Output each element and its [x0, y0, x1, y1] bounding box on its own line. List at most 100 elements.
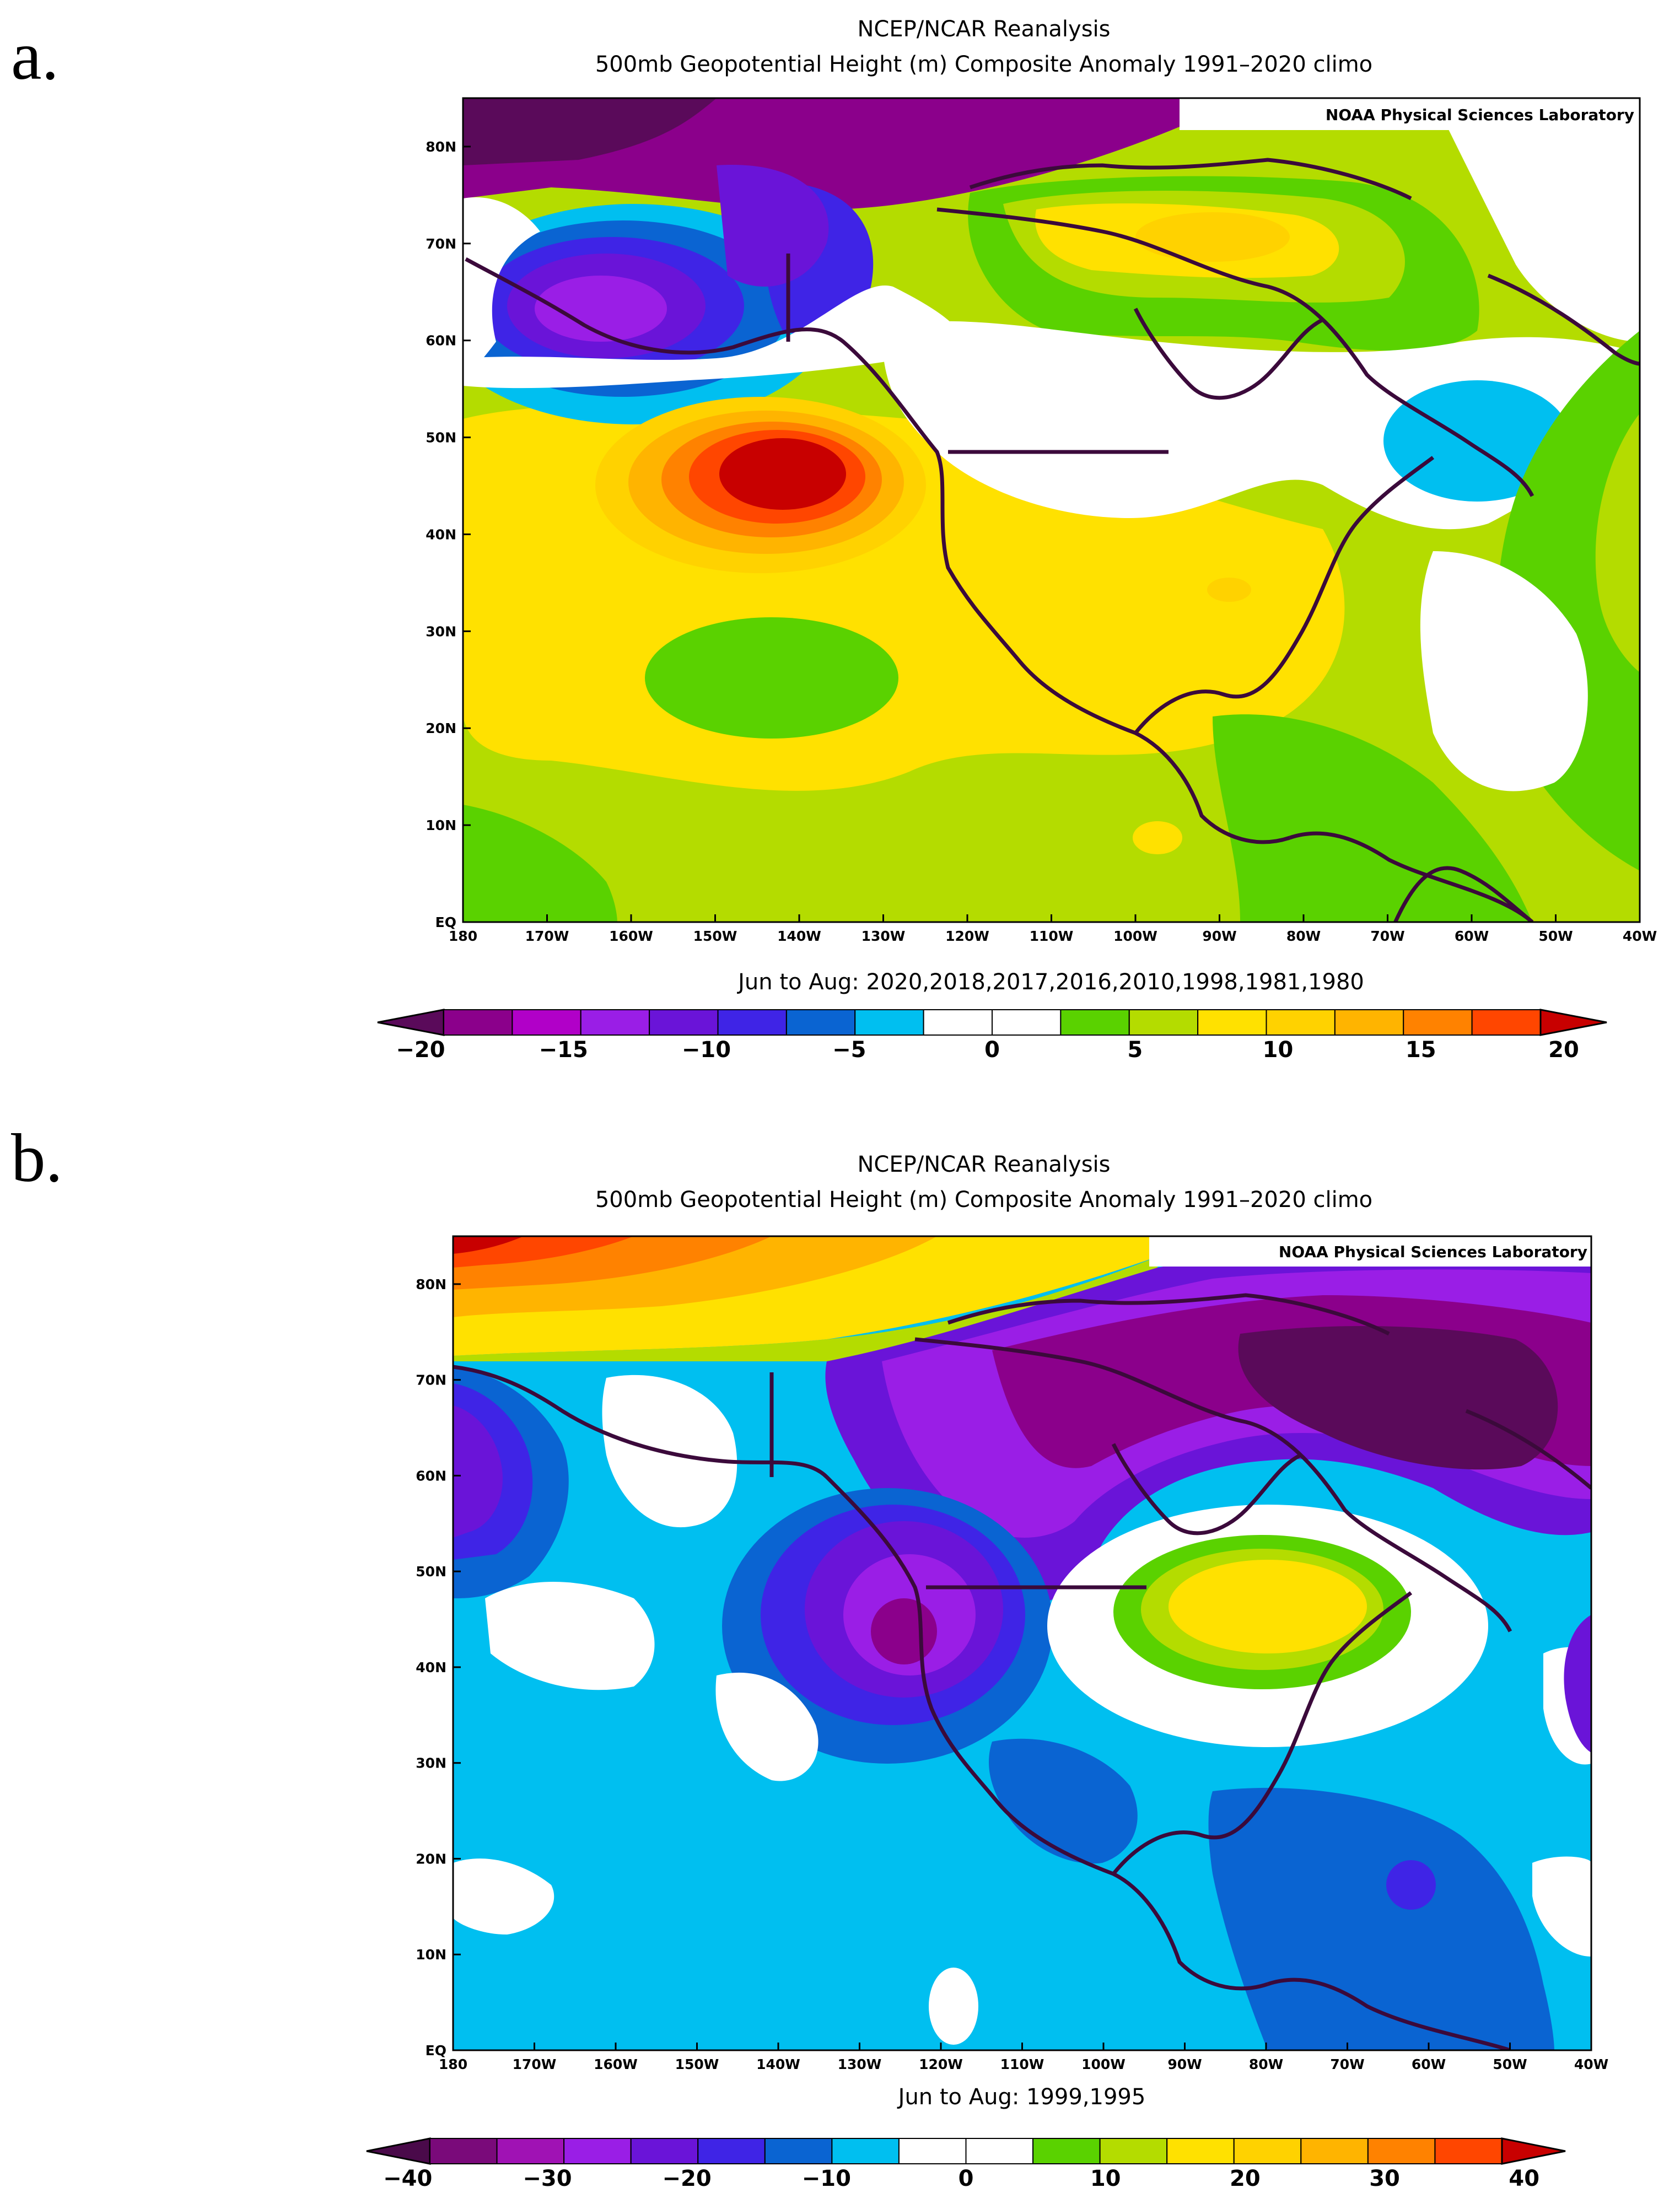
colorbar-swatch [697, 2138, 766, 2164]
colorbar-swatch [717, 1009, 787, 1036]
lat-label: 80N [426, 139, 456, 155]
lon-label: 170W [513, 2056, 557, 2072]
lon-label: 70W [1330, 2056, 1364, 2072]
colorbar-swatch [992, 1009, 1062, 1036]
lat-label: 40N [426, 526, 456, 542]
colorbar-label: −10 [682, 1037, 731, 1063]
panel-a-lon-labels: 180 170W 160W 150W 140W 130W 120W 110W 100W 90W 80… [449, 914, 1657, 944]
lon-label: 80W [1286, 928, 1321, 944]
panel-a-subtitle: Jun to Aug: 2020,2018,2017,2016,2010,199… [736, 969, 1364, 995]
lat-label: 10N [416, 1947, 446, 1963]
colorbar-swatch [854, 1009, 924, 1036]
lat-label: 60N [416, 1468, 446, 1484]
panel-b-title-line1: NCEP/NCAR Reanalysis [857, 1152, 1111, 1177]
lon-label: 140W [777, 928, 821, 944]
lon-label: 110W [1030, 928, 1074, 944]
panel-a-map: NOAA Physical Sciences Laboratory 80N 70N… [377, 97, 1657, 1063]
lon-label: 50W [1538, 928, 1573, 944]
colorbar-swatch [630, 2138, 699, 2164]
panel-b-credit: NOAA Physical Sciences Laboratory [1279, 1243, 1587, 1261]
lon-label: 70W [1370, 928, 1404, 944]
colorbar-swatch [1266, 1009, 1336, 1036]
lat-label: 30N [426, 623, 456, 639]
lat-label: EQ [426, 2043, 446, 2059]
lon-label: 60W [1455, 928, 1489, 944]
lat-label: 10N [426, 817, 456, 833]
lon-label: 50W [1493, 2056, 1527, 2072]
colorbar-swatch [511, 1009, 581, 1036]
lon-label: 120W [945, 928, 989, 944]
lon-label: 110W [1000, 2056, 1044, 2072]
lat-label: 30N [416, 1755, 446, 1771]
lat-label: 70N [416, 1372, 446, 1388]
colorbar-swatch [1403, 1009, 1473, 1036]
panel-b-subtitle: Jun to Aug: 1999,1995 [897, 2084, 1146, 2110]
colorbar-label: 40 [1509, 2166, 1539, 2191]
lat-label: 50N [416, 1564, 446, 1580]
panel-a-lat-labels: 80N 70N 60N 50N 40N 30N 20N 10N EQ [426, 139, 471, 930]
panel-a-credit: NOAA Physical Sciences Laboratory [1326, 106, 1634, 124]
colorbar-label: 0 [959, 2166, 974, 2191]
colorbar-label: −10 [802, 2166, 851, 2191]
lon-label: 100W [1081, 2056, 1126, 2072]
lon-label: 160W [594, 2056, 638, 2072]
colorbar-label: −40 [383, 2166, 432, 2191]
colorbar-swatch [965, 2138, 1034, 2164]
colorbar-label: −5 [832, 1037, 866, 1063]
colorbar-swatch [1128, 1009, 1199, 1036]
panel-b-map: NOAA Physical Sciences Laboratory 80N 70N… [366, 1235, 1608, 2191]
colorbar-swatch [1166, 2138, 1235, 2164]
panel-b-coastlines [453, 1293, 1591, 2050]
colorbar-swatch [1434, 2138, 1503, 2164]
colorbar-swatch [764, 2138, 833, 2164]
panel-a-coastlines [465, 158, 1640, 922]
colorbar-swatch [831, 2138, 900, 2164]
lat-label: 80N [416, 1276, 446, 1292]
lon-label: 120W [919, 2056, 963, 2072]
lon-label: 140W [756, 2056, 800, 2072]
colorbar-swatch [1334, 1009, 1404, 1036]
panel-a-title-line1: NCEP/NCAR Reanalysis [857, 17, 1111, 42]
colorbar-label: −20 [396, 1037, 445, 1063]
lat-label: 20N [426, 720, 456, 736]
lat-label: 50N [426, 430, 456, 446]
lat-label: 60N [426, 333, 456, 349]
panel-b-title-line2: 500mb Geopotential Height (m) Composite … [595, 1187, 1373, 1213]
panel-a-colorbar: −20 −15 −10 −5 0 5 10 15 20 [377, 1009, 1607, 1063]
colorbar-swatch [649, 1009, 719, 1036]
colorbar-swatch [1300, 2138, 1369, 2164]
panel-b-letter: b. [11, 1120, 63, 1197]
colorbar-arrow-left [366, 2137, 431, 2165]
lon-label: 130W [838, 2056, 882, 2072]
colorbar-label: 10 [1263, 1037, 1294, 1063]
colorbar-label: −20 [663, 2166, 712, 2191]
colorbar-arrow-left [377, 1009, 445, 1036]
lon-label: 170W [525, 928, 569, 944]
lon-label: 180 [439, 2056, 467, 2072]
lat-label: EQ [435, 914, 456, 930]
colorbar-label: 15 [1406, 1037, 1436, 1063]
lon-label: 40W [1574, 2056, 1608, 2072]
lon-label: 90W [1202, 928, 1236, 944]
lon-label: 150W [693, 928, 737, 944]
colorbar-swatch [496, 2138, 565, 2164]
colorbar-label: −15 [539, 1037, 588, 1063]
lon-label: 90W [1167, 2056, 1202, 2072]
colorbar-swatch [1233, 2138, 1302, 2164]
colorbar-swatch [580, 1009, 650, 1036]
lon-label: 80W [1249, 2056, 1283, 2072]
lon-label: 100W [1113, 928, 1157, 944]
colorbar-swatch [429, 2138, 498, 2164]
lon-label: 40W [1623, 928, 1657, 944]
panel-a-letter: a. [11, 18, 59, 94]
colorbar-swatch [785, 1009, 856, 1036]
colorbar-label: −30 [523, 2166, 572, 2191]
colorbar-label: 20 [1230, 2166, 1261, 2191]
lat-label: 70N [426, 236, 456, 252]
lat-label: 20N [416, 1851, 446, 1867]
colorbar-label: 20 [1548, 1037, 1579, 1063]
colorbar-swatch [1099, 2138, 1168, 2164]
lon-label: 160W [609, 928, 653, 944]
lon-label: 60W [1412, 2056, 1446, 2072]
